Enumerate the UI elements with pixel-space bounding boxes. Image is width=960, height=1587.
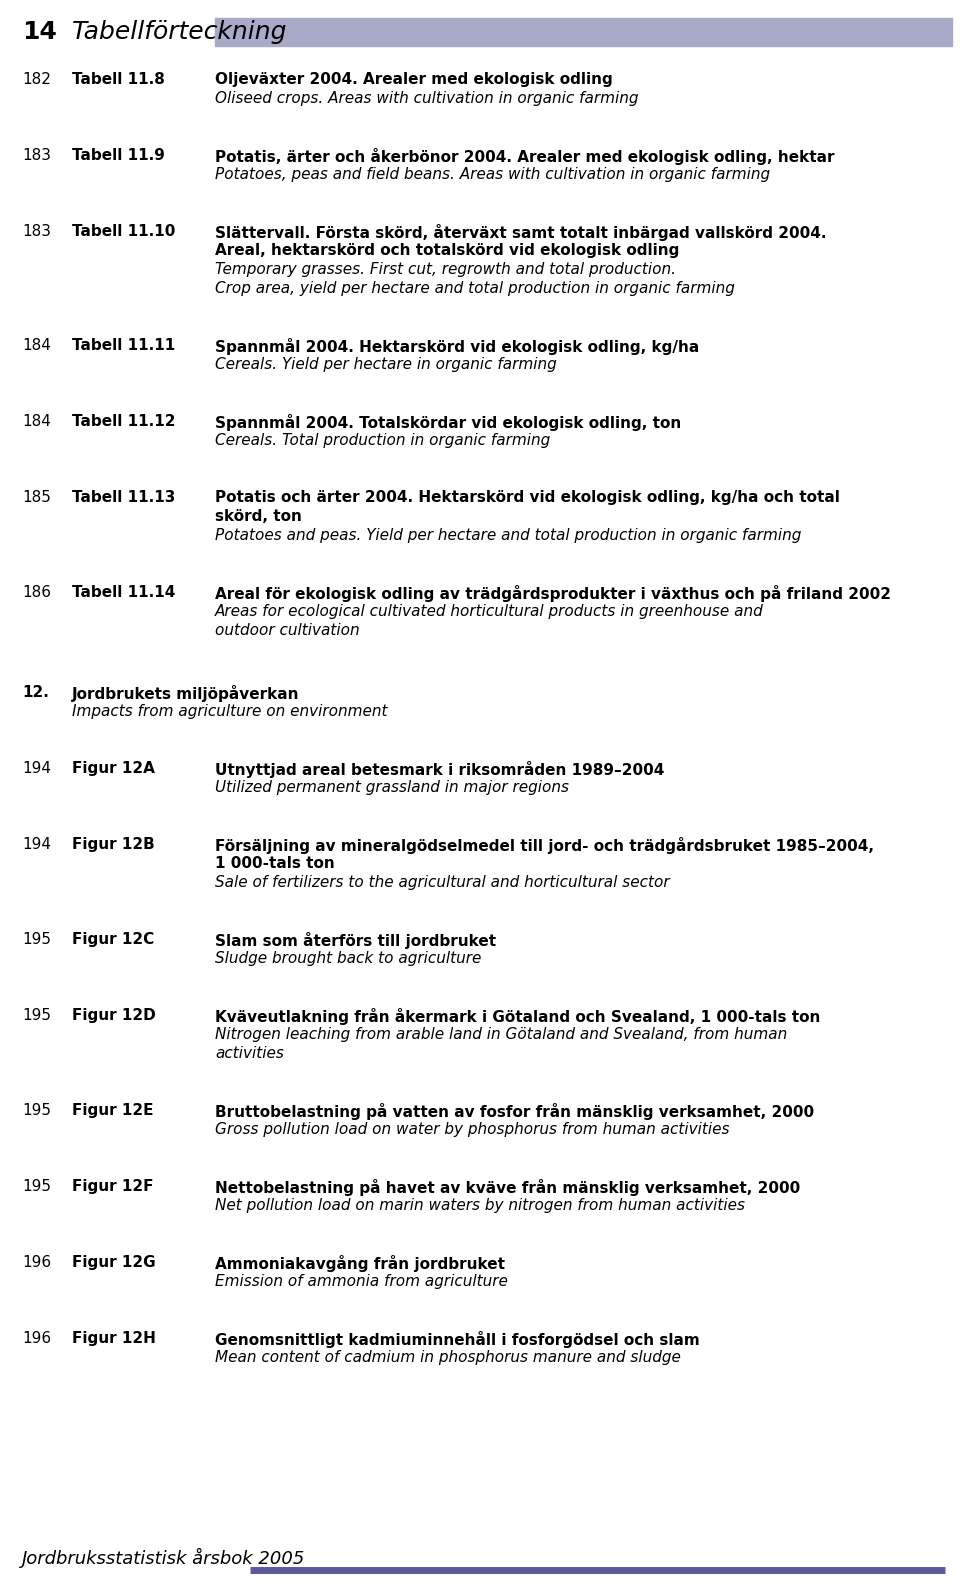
Text: Nettobelastning på havet av kväve från mänsklig verksamhet, 2000: Nettobelastning på havet av kväve från m… xyxy=(215,1179,801,1197)
Text: Ammoniakavgång från jordbruket: Ammoniakavgång från jordbruket xyxy=(215,1255,505,1273)
Text: Jordbruksstatistisk årsbok 2005: Jordbruksstatistisk årsbok 2005 xyxy=(22,1547,305,1568)
Text: Tabellförteckning: Tabellförteckning xyxy=(72,21,287,44)
Text: Potatis, ärter och åkerbönor 2004. Arealer med ekologisk odling, hektar: Potatis, ärter och åkerbönor 2004. Areal… xyxy=(215,148,834,165)
Text: Figur 12C: Figur 12C xyxy=(72,932,155,947)
Text: 195: 195 xyxy=(22,1103,51,1117)
Text: Figur 12A: Figur 12A xyxy=(72,762,155,776)
Text: Tabell 11.9: Tabell 11.9 xyxy=(72,148,165,163)
Text: activities: activities xyxy=(215,1046,284,1062)
Text: Tabell 11.12: Tabell 11.12 xyxy=(72,414,176,428)
Text: Impacts from agriculture on environment: Impacts from agriculture on environment xyxy=(72,705,388,719)
Text: Areal, hektarskörd och totalskörd vid ekologisk odling: Areal, hektarskörd och totalskörd vid ek… xyxy=(215,243,680,259)
Text: Potatoes, peas and field beans. Areas with cultivation in organic farming: Potatoes, peas and field beans. Areas wi… xyxy=(215,167,770,183)
Text: Oljeväxter 2004. Arealer med ekologisk odling: Oljeväxter 2004. Arealer med ekologisk o… xyxy=(215,71,612,87)
Text: Figur 12E: Figur 12E xyxy=(72,1103,154,1117)
Text: 194: 194 xyxy=(22,836,51,852)
Text: 195: 195 xyxy=(22,932,51,947)
Text: Tabell 11.8: Tabell 11.8 xyxy=(72,71,165,87)
Text: Figur 12B: Figur 12B xyxy=(72,836,155,852)
Text: Emission of ammonia from agriculture: Emission of ammonia from agriculture xyxy=(215,1274,508,1289)
Text: Nitrogen leaching from arable land in Götaland and Svealand, from human: Nitrogen leaching from arable land in Gö… xyxy=(215,1027,787,1043)
Text: Figur 12G: Figur 12G xyxy=(72,1255,156,1270)
Text: 186: 186 xyxy=(22,586,51,600)
Text: Sale of fertilizers to the agricultural and horticultural sector: Sale of fertilizers to the agricultural … xyxy=(215,874,670,890)
Text: 195: 195 xyxy=(22,1008,51,1024)
Bar xyxy=(215,17,952,46)
Text: Slättervall. Första skörd, återväxt samt totalt inbärgad vallskörd 2004.: Slättervall. Första skörd, återväxt samt… xyxy=(215,224,827,241)
Text: Potatoes and peas. Yield per hectare and total production in organic farming: Potatoes and peas. Yield per hectare and… xyxy=(215,528,802,543)
Text: 196: 196 xyxy=(22,1255,51,1270)
Text: Jordbrukets miljöpåverkan: Jordbrukets miljöpåverkan xyxy=(72,686,300,701)
Text: Cereals. Total production in organic farming: Cereals. Total production in organic far… xyxy=(215,433,550,448)
Text: Tabell 11.11: Tabell 11.11 xyxy=(72,338,176,352)
Text: Cereals. Yield per hectare in organic farming: Cereals. Yield per hectare in organic fa… xyxy=(215,357,557,371)
Text: Sludge brought back to agriculture: Sludge brought back to agriculture xyxy=(215,951,481,966)
Text: Oliseed crops. Areas with cultivation in organic farming: Oliseed crops. Areas with cultivation in… xyxy=(215,90,638,106)
Text: 195: 195 xyxy=(22,1179,51,1193)
Text: Tabell 11.14: Tabell 11.14 xyxy=(72,586,176,600)
Text: Crop area, yield per hectare and total production in organic farming: Crop area, yield per hectare and total p… xyxy=(215,281,734,297)
Text: Genomsnittligt kadmiuminnehåll i fosforgödsel och slam: Genomsnittligt kadmiuminnehåll i fosforg… xyxy=(215,1331,700,1347)
Text: Utnyttjad areal betesmark i riksområden 1989–2004: Utnyttjad areal betesmark i riksområden … xyxy=(215,762,664,778)
Text: 1 000-tals ton: 1 000-tals ton xyxy=(215,855,335,871)
Text: 196: 196 xyxy=(22,1331,51,1346)
Text: Slam som återförs till jordbruket: Slam som återförs till jordbruket xyxy=(215,932,496,949)
Text: Utilized permanent grassland in major regions: Utilized permanent grassland in major re… xyxy=(215,779,569,795)
Text: Figur 12H: Figur 12H xyxy=(72,1331,156,1346)
Text: 183: 183 xyxy=(22,224,51,240)
Text: outdoor cultivation: outdoor cultivation xyxy=(215,624,360,638)
Text: Spannmål 2004. Totalskördar vid ekologisk odling, ton: Spannmål 2004. Totalskördar vid ekologis… xyxy=(215,414,682,432)
Text: skörd, ton: skörd, ton xyxy=(215,509,301,524)
Text: Figur 12D: Figur 12D xyxy=(72,1008,156,1024)
Text: Net pollution load on marin waters by nitrogen from human activities: Net pollution load on marin waters by ni… xyxy=(215,1198,745,1212)
Text: Försäljning av mineralgödselmedel till jord- och trädgårdsbruket 1985–2004,: Försäljning av mineralgödselmedel till j… xyxy=(215,836,874,854)
Text: 12.: 12. xyxy=(22,686,49,700)
Text: Potatis och ärter 2004. Hektarskörd vid ekologisk odling, kg/ha och total: Potatis och ärter 2004. Hektarskörd vid … xyxy=(215,490,840,505)
Text: 14: 14 xyxy=(22,21,57,44)
Text: 184: 184 xyxy=(22,338,51,352)
Text: Spannmål 2004. Hektarskörd vid ekologisk odling, kg/ha: Spannmål 2004. Hektarskörd vid ekologisk… xyxy=(215,338,699,355)
Text: Temporary grasses. First cut, regrowth and total production.: Temporary grasses. First cut, regrowth a… xyxy=(215,262,676,278)
Text: Gross pollution load on water by phosphorus from human activities: Gross pollution load on water by phospho… xyxy=(215,1122,730,1136)
Text: Areal för ekologisk odling av trädgårdsprodukter i växthus och på friland 2002: Areal för ekologisk odling av trädgårdsp… xyxy=(215,586,891,601)
Text: Kväveutlakning från åkermark i Götaland och Svealand, 1 000-tals ton: Kväveutlakning från åkermark i Götaland … xyxy=(215,1008,821,1025)
Text: Mean content of cadmium in phosphorus manure and sludge: Mean content of cadmium in phosphorus ma… xyxy=(215,1351,681,1365)
Text: 184: 184 xyxy=(22,414,51,428)
Text: Bruttobelastning på vatten av fosfor från mänsklig verksamhet, 2000: Bruttobelastning på vatten av fosfor frå… xyxy=(215,1103,814,1120)
Text: Figur 12F: Figur 12F xyxy=(72,1179,154,1193)
Text: 182: 182 xyxy=(22,71,51,87)
Text: Areas for ecological cultivated horticultural products in greenhouse and: Areas for ecological cultivated horticul… xyxy=(215,605,764,619)
Text: Tabell 11.13: Tabell 11.13 xyxy=(72,490,176,505)
Text: 185: 185 xyxy=(22,490,51,505)
Text: 194: 194 xyxy=(22,762,51,776)
Text: 183: 183 xyxy=(22,148,51,163)
Text: Tabell 11.10: Tabell 11.10 xyxy=(72,224,176,240)
